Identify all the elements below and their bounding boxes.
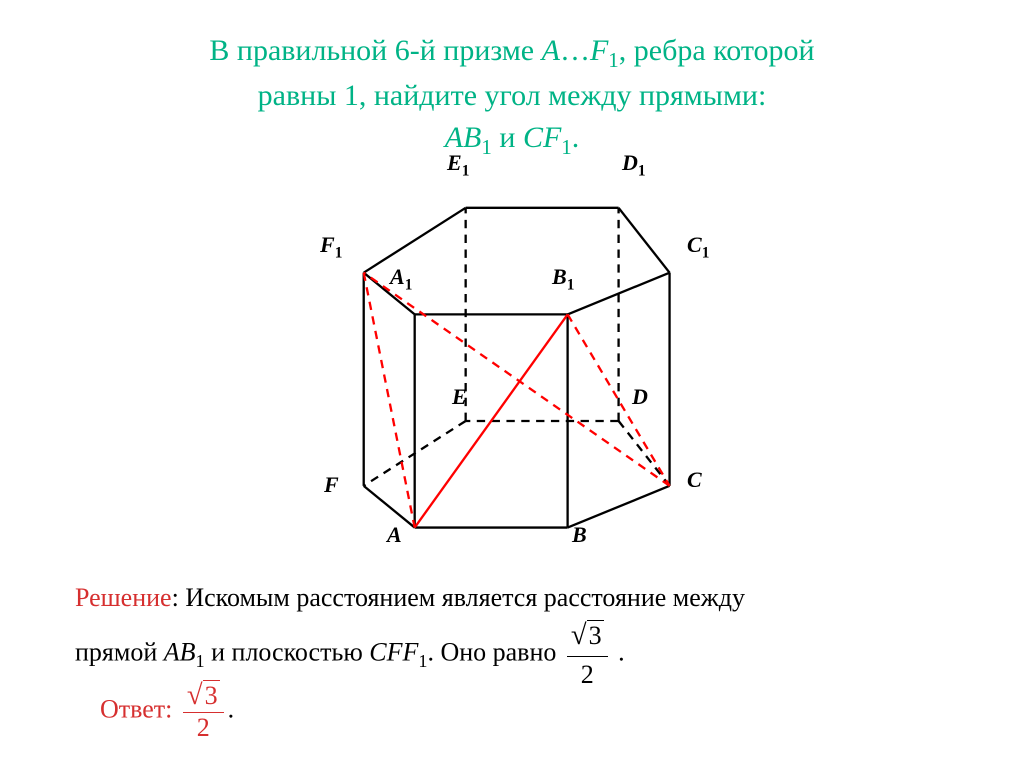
vertex-label-D: D [632, 384, 648, 410]
vertex-label-A: A [387, 522, 402, 548]
vertex-label-C: C [687, 467, 702, 493]
answer-text: Ответ: 3 2 . [100, 680, 234, 743]
answer-fraction: 3 2 [183, 680, 224, 743]
vertex-label-D1: D1 [622, 150, 646, 180]
vertex-label-E: E [452, 384, 467, 410]
fraction-sqrt3-over-2: 3 2 [567, 616, 608, 693]
vertex-label-F: F [324, 472, 339, 498]
vertex-label-C1: C1 [687, 232, 709, 262]
vertex-label-F1: F1 [320, 232, 342, 262]
prism-diagram: ABCDEFA1B1C1D1E1F1 [262, 180, 762, 560]
problem-title: В правильной 6-й призме A…F1, ребра кото… [0, 30, 1024, 163]
solution-text: Решение: Искомым расстоянием является ра… [75, 580, 955, 694]
vertex-label-E1: E1 [447, 150, 469, 180]
vertex-label-A1: A1 [390, 264, 412, 294]
vertex-label-B1: B1 [552, 264, 574, 294]
vertex-label-B: B [572, 522, 587, 548]
